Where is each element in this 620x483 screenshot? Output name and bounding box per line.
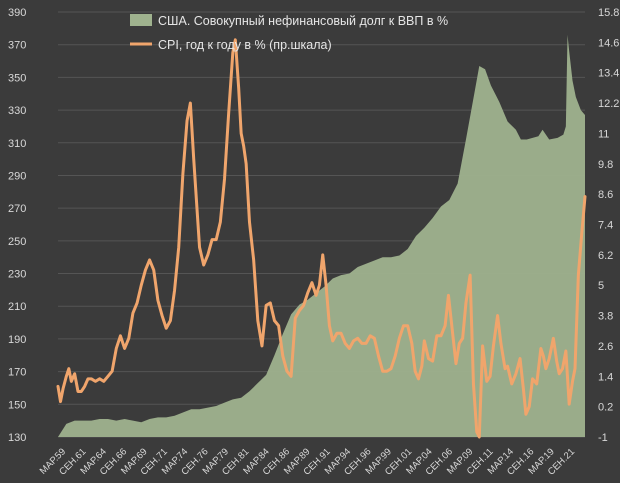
- left-tick-label: 250: [8, 236, 26, 248]
- left-tick-label: 310: [8, 138, 26, 150]
- cpi-line: [56, 38, 587, 439]
- x-axis: МАР.59СЕН.61МАР.64СЕН.66МАР.69СЕН.71МАР.…: [38, 446, 577, 477]
- left-tick-label: 290: [8, 170, 26, 182]
- right-tick-label: 5: [598, 280, 604, 292]
- left-tick-label: 370: [8, 40, 26, 52]
- right-axis: -1 0.2 1.4 2.6 3.8 5 6.2 7.4 8.6 9.8 11 12.2 13.4 14.…: [598, 7, 619, 444]
- right-tick-label: 12.2: [598, 98, 619, 110]
- right-tick-label: 0.2: [598, 402, 613, 414]
- right-tick-label: 7.4: [598, 220, 613, 232]
- cpi-line-layer: [56, 38, 587, 439]
- legend-label-cpi: CPI, год к году в % (пр.шкала): [158, 38, 332, 52]
- right-tick-label: 3.8: [598, 311, 613, 323]
- right-tick-label: 15.8: [598, 7, 619, 19]
- right-tick-label: 13.4: [598, 68, 619, 80]
- left-tick-label: 190: [8, 334, 26, 346]
- left-tick-label: 390: [8, 7, 26, 19]
- left-tick-label: 150: [8, 399, 26, 411]
- legend-swatch-debt: [130, 14, 152, 26]
- left-tick-label: 210: [8, 301, 26, 313]
- left-tick-label: 170: [8, 367, 26, 379]
- right-tick-label: 6.2: [598, 250, 613, 262]
- debt-area-layer: [58, 34, 585, 437]
- left-axis: 130 150 170 190 210 230 250 270 290 310 330 350 370 3…: [8, 7, 26, 444]
- right-tick-label: 9.8: [598, 159, 613, 171]
- legend: США. Совокупный нефинансовый долг к ВВП …: [130, 14, 448, 52]
- left-tick-label: 130: [8, 432, 26, 444]
- right-tick-label: 14.6: [598, 37, 619, 49]
- right-tick-label: -1: [598, 432, 608, 444]
- legend-label-debt: США. Совокупный нефинансовый долг к ВВП …: [158, 14, 448, 28]
- left-tick-label: 270: [8, 203, 26, 215]
- right-tick-label: 2.6: [598, 341, 613, 353]
- right-tick-label: 8.6: [598, 189, 613, 201]
- left-tick-label: 350: [8, 72, 26, 84]
- right-tick-label: 11: [598, 128, 609, 140]
- right-tick-label: 1.4: [598, 371, 613, 383]
- debt-area: [58, 34, 585, 437]
- left-tick-label: 330: [8, 105, 26, 117]
- left-tick-label: 230: [8, 269, 26, 281]
